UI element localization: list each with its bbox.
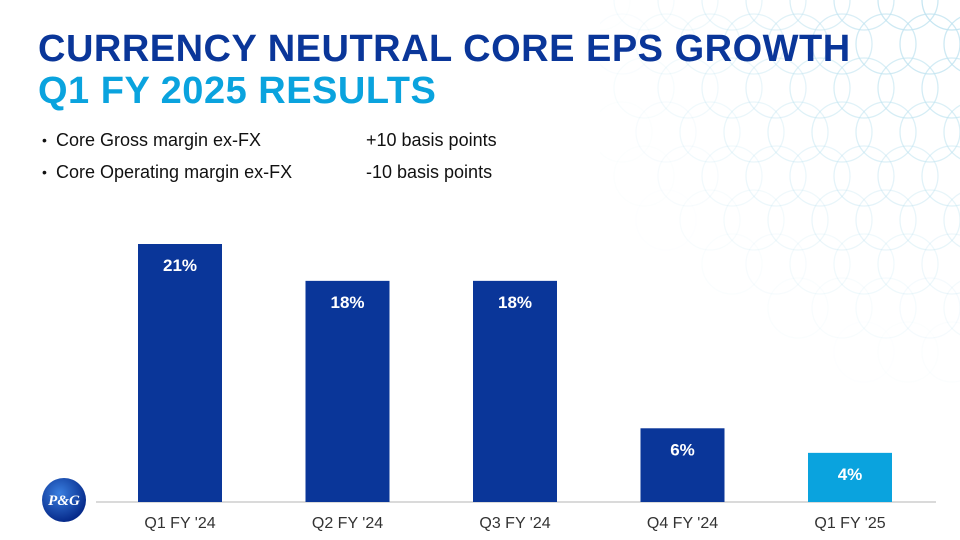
pattern-circle	[811, 101, 873, 163]
pattern-circle	[811, 277, 873, 339]
pattern-circle	[613, 57, 675, 119]
x-tick-label: Q4 FY '24	[647, 515, 718, 532]
pattern-circle	[943, 16, 960, 72]
bullet-value: -10 basis points	[366, 161, 493, 182]
pattern-circle	[679, 101, 741, 163]
pattern-circle	[701, 0, 763, 31]
pattern-circle	[855, 13, 917, 75]
pattern-circle	[613, 0, 675, 31]
pattern-circle	[877, 321, 939, 383]
bar-data-label: 4%	[838, 465, 863, 484]
pattern-circle	[943, 104, 960, 160]
pattern-circle	[833, 57, 895, 119]
pattern-circle	[745, 57, 807, 119]
pattern-circle	[745, 233, 807, 295]
pattern-circle	[767, 277, 829, 339]
pattern-circle	[877, 233, 939, 295]
pattern-circle	[921, 233, 960, 295]
pattern-circle	[701, 145, 763, 207]
pattern-circle	[855, 277, 917, 339]
pattern-circle	[943, 280, 960, 336]
bar	[138, 244, 222, 502]
bullet-value: +10 basis points	[366, 129, 497, 150]
page-subtitle: Q1 FY 2025 RESULTS	[38, 70, 437, 112]
pattern-circle	[600, 101, 653, 163]
pattern-circle	[701, 233, 763, 295]
pattern-circle	[921, 321, 960, 383]
pattern-circle	[767, 13, 829, 75]
x-tick-label: Q2 FY '24	[312, 515, 383, 532]
pattern-circle	[613, 145, 675, 207]
pattern-circle	[833, 0, 895, 31]
bar	[640, 428, 725, 502]
bar	[808, 452, 892, 502]
pattern-circle	[921, 0, 960, 31]
x-tick-label: Q3 FY '24	[479, 515, 550, 532]
bullet-dot-icon: •	[42, 164, 47, 180]
pattern-circle	[943, 192, 960, 248]
pattern-circle	[877, 57, 939, 119]
pattern-circle	[877, 0, 939, 31]
pattern-circle	[789, 145, 851, 207]
pattern-circle	[701, 57, 763, 119]
bar	[473, 280, 557, 502]
bullet-list: • Core Gross margin ex-FX +10 basis poin…	[42, 124, 497, 188]
bullet-label: Core Gross margin ex-FX	[56, 129, 262, 150]
bar-data-label: 18%	[498, 293, 532, 312]
bar	[305, 280, 390, 502]
pattern-circle	[899, 277, 960, 339]
pattern-circle	[723, 101, 785, 163]
bar-data-label: 6%	[670, 440, 695, 459]
pattern-circle	[767, 189, 829, 251]
pattern-circle	[789, 233, 851, 295]
bullet-label: Core Operating margin ex-FX	[56, 161, 293, 182]
pattern-circle	[657, 57, 719, 119]
pattern-circle	[723, 13, 785, 75]
bullet-dot-icon: •	[42, 132, 47, 148]
pattern-circle	[921, 57, 960, 119]
pattern-circle	[789, 0, 851, 31]
pattern-circle	[657, 145, 719, 207]
pattern-circle	[899, 13, 960, 75]
pattern-circle	[855, 189, 917, 251]
pattern-circle	[811, 13, 873, 75]
pattern-circle	[855, 101, 917, 163]
logo-text: P&G	[48, 493, 80, 509]
pattern-circle	[635, 13, 697, 75]
x-tick-label: Q1 FY '24	[144, 515, 215, 532]
pattern-circle	[745, 145, 807, 207]
pattern-circle	[921, 145, 960, 207]
pattern-circle	[600, 13, 653, 75]
pattern-circle	[833, 233, 895, 295]
pattern-circle	[635, 101, 697, 163]
pattern-circle	[767, 101, 829, 163]
background-pattern	[600, 0, 960, 383]
pattern-circle	[657, 0, 719, 31]
pattern-circle	[789, 57, 851, 119]
x-tick-label: Q1 FY '25	[814, 515, 885, 532]
pattern-circle	[899, 101, 960, 163]
bar-data-label: 18%	[330, 293, 364, 312]
pattern-circle	[877, 145, 939, 207]
pattern-circle	[679, 13, 741, 75]
pattern-circle	[679, 189, 741, 251]
pattern-circle	[723, 189, 785, 251]
bullet-item: • Core Gross margin ex-FX +10 basis poin…	[42, 124, 497, 156]
pattern-circle	[811, 189, 873, 251]
bullet-item: • Core Operating margin ex-FX -10 basis …	[42, 156, 497, 188]
pattern-circle	[745, 0, 807, 31]
pg-logo-icon: P&G	[42, 478, 86, 522]
bar-data-label: 21%	[163, 256, 197, 275]
page-title: CURRENCY NEUTRAL CORE EPS GROWTH	[38, 28, 851, 70]
pattern-circle	[899, 189, 960, 251]
pattern-circle	[833, 145, 895, 207]
